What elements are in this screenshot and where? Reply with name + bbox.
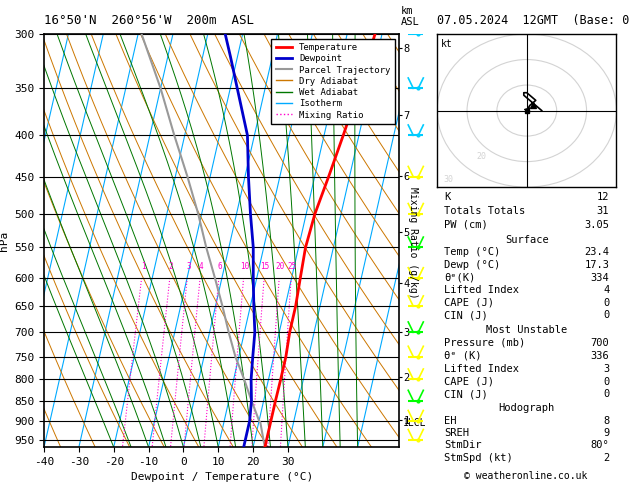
X-axis label: Dewpoint / Temperature (°C): Dewpoint / Temperature (°C) xyxy=(131,472,313,483)
Text: 10: 10 xyxy=(240,261,249,271)
Text: Mixing Ratio (g/kg): Mixing Ratio (g/kg) xyxy=(408,187,418,299)
Text: 334: 334 xyxy=(591,273,610,282)
Y-axis label: hPa: hPa xyxy=(0,230,9,251)
Text: Temp (°C): Temp (°C) xyxy=(444,247,501,257)
Text: 4: 4 xyxy=(199,261,204,271)
Text: θᵉ (K): θᵉ (K) xyxy=(444,350,482,361)
Text: 25: 25 xyxy=(287,261,297,271)
Text: 8: 8 xyxy=(603,416,610,426)
Text: 3: 3 xyxy=(186,261,191,271)
Text: StmSpd (kt): StmSpd (kt) xyxy=(444,453,513,463)
Text: CIN (J): CIN (J) xyxy=(444,389,488,399)
Text: 6: 6 xyxy=(218,261,222,271)
Text: Surface: Surface xyxy=(505,235,548,244)
Text: 2: 2 xyxy=(169,261,174,271)
Text: 0: 0 xyxy=(603,311,610,320)
Text: 700: 700 xyxy=(591,338,610,347)
Text: EH: EH xyxy=(444,416,457,426)
Text: CAPE (J): CAPE (J) xyxy=(444,298,494,308)
Text: 15: 15 xyxy=(260,261,270,271)
Text: 0: 0 xyxy=(603,298,610,308)
Text: K: K xyxy=(444,192,450,202)
Text: 16°50'N  260°56'W  200m  ASL: 16°50'N 260°56'W 200m ASL xyxy=(44,14,254,27)
Text: Most Unstable: Most Unstable xyxy=(486,325,567,335)
Text: 1LCL: 1LCL xyxy=(403,417,426,428)
Text: 31: 31 xyxy=(597,206,610,216)
Text: 80°: 80° xyxy=(591,440,610,451)
Text: 12: 12 xyxy=(597,192,610,202)
Text: SREH: SREH xyxy=(444,428,469,438)
Text: Totals Totals: Totals Totals xyxy=(444,206,526,216)
Text: 4: 4 xyxy=(603,285,610,295)
Text: Pressure (mb): Pressure (mb) xyxy=(444,338,526,347)
Text: CIN (J): CIN (J) xyxy=(444,311,488,320)
Text: 9: 9 xyxy=(603,428,610,438)
Text: θᵉ(K): θᵉ(K) xyxy=(444,273,476,282)
Text: 0: 0 xyxy=(603,389,610,399)
Text: Lifted Index: Lifted Index xyxy=(444,285,520,295)
Text: km
ASL: km ASL xyxy=(401,6,420,27)
Text: Lifted Index: Lifted Index xyxy=(444,364,520,374)
Text: Hodograph: Hodograph xyxy=(499,403,555,413)
Legend: Temperature, Dewpoint, Parcel Trajectory, Dry Adiabat, Wet Adiabat, Isotherm, Mi: Temperature, Dewpoint, Parcel Trajectory… xyxy=(271,38,395,124)
Text: 1: 1 xyxy=(141,261,145,271)
Text: 3: 3 xyxy=(603,364,610,374)
Text: PW (cm): PW (cm) xyxy=(444,220,488,230)
Text: Dewp (°C): Dewp (°C) xyxy=(444,260,501,270)
Text: 20: 20 xyxy=(276,261,285,271)
Text: 17.3: 17.3 xyxy=(584,260,610,270)
Text: 3.05: 3.05 xyxy=(584,220,610,230)
Text: 30: 30 xyxy=(443,175,453,184)
Text: StmDir: StmDir xyxy=(444,440,482,451)
Text: CAPE (J): CAPE (J) xyxy=(444,377,494,386)
Text: kt: kt xyxy=(441,38,452,49)
Text: 07.05.2024  12GMT  (Base: 00): 07.05.2024 12GMT (Base: 00) xyxy=(437,14,629,27)
Text: 336: 336 xyxy=(591,350,610,361)
Text: 0: 0 xyxy=(603,377,610,386)
Text: 2: 2 xyxy=(603,453,610,463)
Text: © weatheronline.co.uk: © weatheronline.co.uk xyxy=(464,471,587,481)
Text: 23.4: 23.4 xyxy=(584,247,610,257)
Text: 20: 20 xyxy=(476,152,486,161)
